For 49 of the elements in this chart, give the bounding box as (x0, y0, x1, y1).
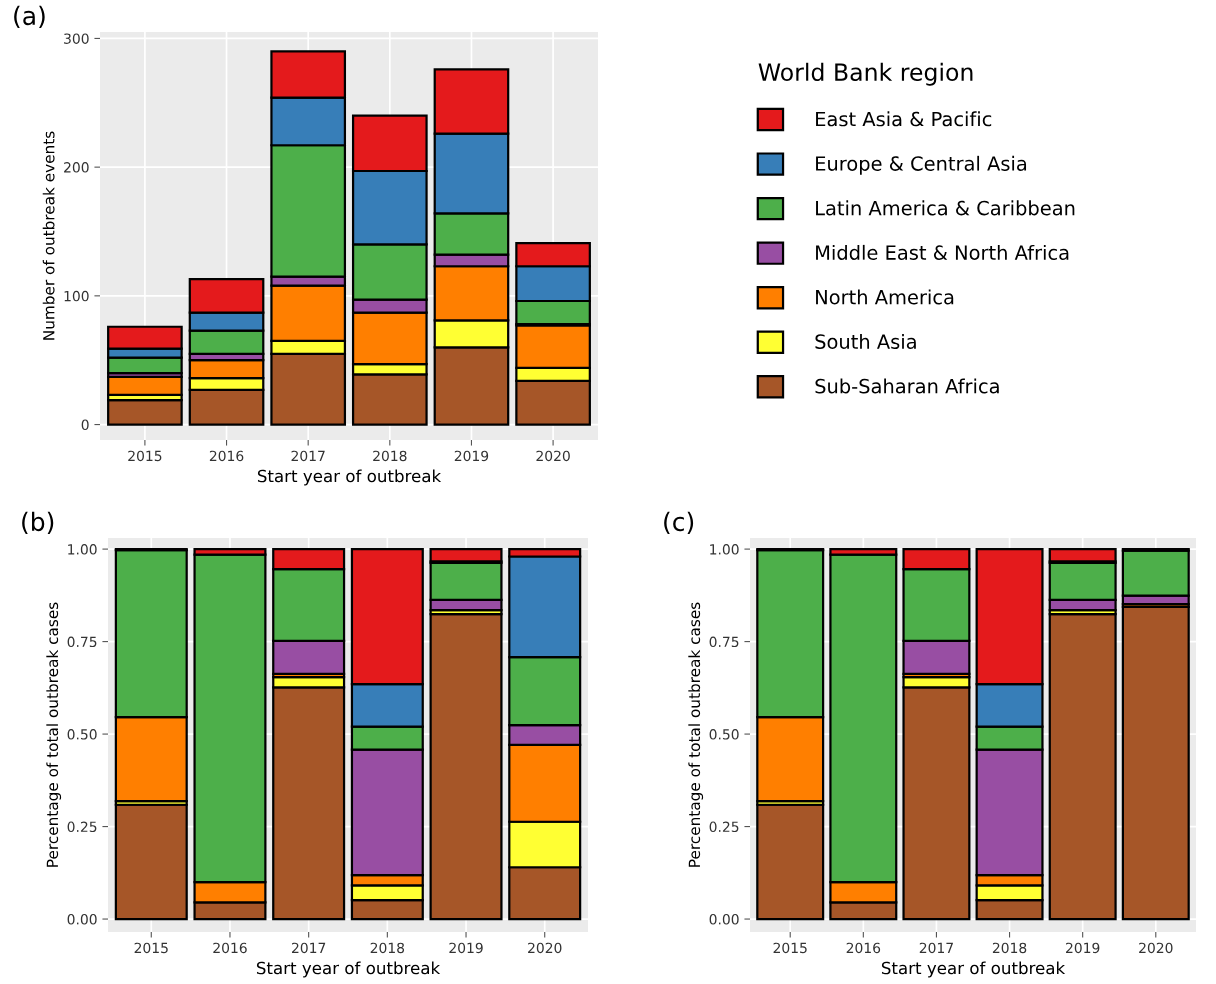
x-axis-title: Start year of outbreak (881, 961, 1066, 978)
legend-title: World Bank region (758, 62, 973, 86)
y-tick-label: 300 (64, 33, 89, 44)
x-tick-label: 2019 (454, 450, 489, 462)
x-tick-label: 2015 (134, 942, 168, 954)
y-tick-label: 0 (81, 419, 89, 431)
x-tick-label: 2018 (373, 450, 407, 462)
legend-label: Sub-Saharan Africa (815, 378, 999, 394)
legend-label: South Asia (815, 333, 916, 349)
x-tick-label: 2015 (773, 942, 807, 954)
chart-title: (c) (664, 511, 694, 535)
y-tick-label: 1.00 (68, 544, 97, 555)
y-axis-title: Percentage of total outbreak cases (688, 602, 704, 867)
x-tick-label: 2016 (846, 942, 881, 954)
x-tick-label: 2017 (292, 942, 326, 954)
y-tick-label: 200 (64, 162, 89, 173)
chart-title: (b) (22, 511, 54, 535)
y-axis-title: Number of outbreak events (42, 131, 55, 340)
legend-label: Latin America & Caribbean (816, 200, 1075, 216)
x-tick-label: 2017 (291, 450, 325, 462)
legend-label: Europe & Central Asia (816, 155, 1027, 175)
y-tick-label: 0.50 (709, 729, 739, 740)
y-tick-label: 1.00 (710, 544, 739, 555)
x-tick-label: 2020 (528, 942, 562, 954)
y-tick-label: 0.25 (709, 821, 739, 833)
x-tick-label: 2020 (1139, 942, 1173, 954)
x-axis-title: Start year of outbreak (257, 469, 442, 486)
x-tick-label: 2017 (919, 942, 953, 954)
x-tick-label: 2016 (209, 450, 244, 462)
legend-label: North America (816, 289, 954, 305)
y-tick-label: 100 (64, 290, 89, 302)
x-tick-label: 2018 (370, 942, 405, 954)
x-tick-label: 2019 (449, 942, 483, 954)
y-tick-label: 0.50 (67, 729, 97, 740)
x-tick-label: 2016 (213, 942, 247, 954)
x-tick-label: 2019 (1066, 942, 1100, 954)
x-tick-label: 2020 (536, 450, 570, 462)
y-tick-label: 0.75 (709, 636, 739, 648)
chart-title: (a) (14, 5, 45, 29)
legend-label: East Asia & Pacific (816, 111, 992, 127)
y-tick-label: 0.25 (67, 821, 97, 833)
y-tick-label: 0.00 (67, 914, 97, 925)
y-tick-label: 0.75 (67, 636, 97, 648)
y-axis-title: Percentage of total outbreak cases (46, 602, 62, 867)
x-axis-title: Start year of outbreak (256, 961, 441, 978)
x-tick-label: 2018 (992, 942, 1027, 954)
legend-label: Middle East & North Africa (816, 244, 1069, 260)
x-tick-label: 2015 (128, 450, 162, 462)
y-tick-label: 0.00 (709, 914, 739, 925)
